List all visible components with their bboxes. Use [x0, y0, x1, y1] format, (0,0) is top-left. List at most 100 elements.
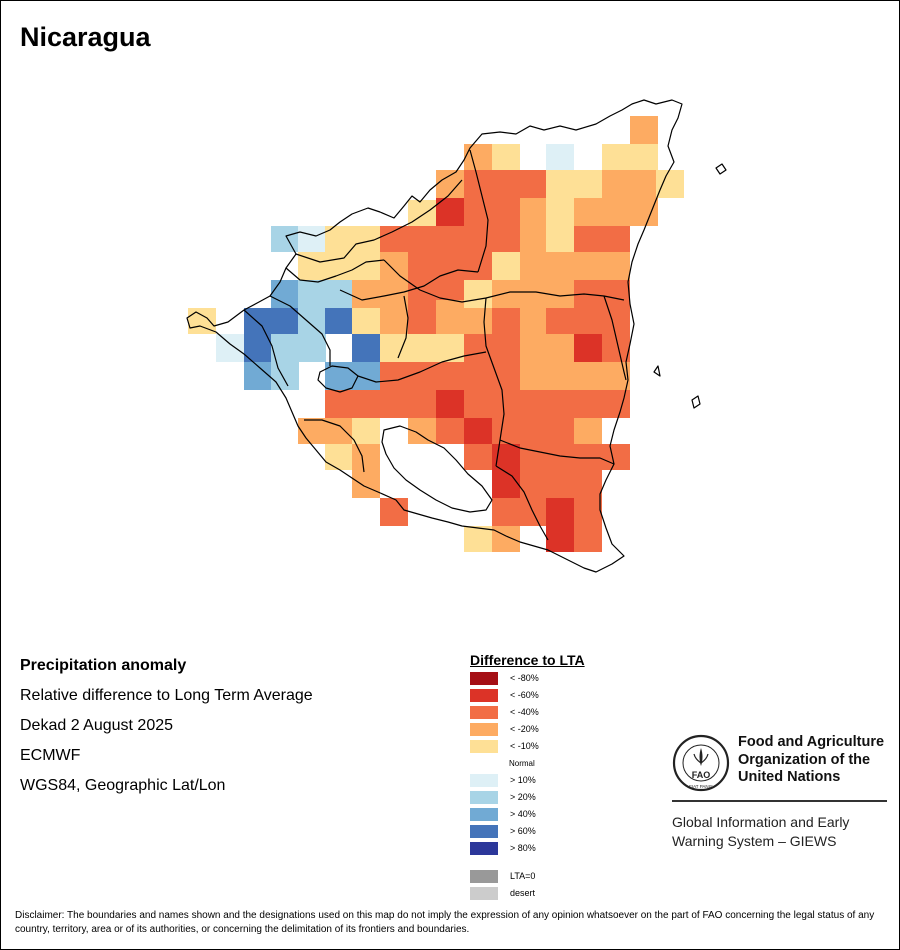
anomaly-cell [520, 198, 548, 226]
anomaly-cell [352, 390, 380, 418]
anomaly-cell [546, 144, 574, 170]
anomaly-cell [271, 226, 299, 252]
info-period: Dekad 2 August 2025 [20, 717, 174, 734]
legend-swatch [470, 773, 498, 787]
anomaly-cell [492, 498, 520, 526]
legend-swatch [470, 688, 498, 702]
dept-line [469, 149, 489, 273]
info-heading: Precipitation anomaly [20, 657, 187, 674]
anomaly-cell [380, 226, 408, 252]
legend-item: > 20% [470, 790, 536, 804]
lake-nicaragua [381, 425, 493, 513]
dept-line [495, 465, 549, 541]
anomaly-cell [602, 252, 630, 280]
giews-program-name: Global Information and Early Warning Sys… [672, 813, 849, 851]
legend-label: LTA=0 [510, 871, 536, 881]
legend-swatch [470, 807, 498, 821]
anomaly-cell [574, 170, 602, 198]
dept-line [499, 439, 615, 465]
anomaly-cell [492, 144, 520, 170]
anomaly-cell [492, 444, 520, 498]
legend-label: > 60% [510, 826, 536, 836]
anomaly-cell [298, 334, 326, 362]
anomaly-cell [436, 280, 464, 300]
anomaly-cell [464, 362, 492, 390]
anomaly-cell [574, 252, 602, 280]
legend-swatch [470, 869, 498, 883]
anomaly-cell [325, 390, 353, 418]
anomaly-cell [464, 334, 492, 362]
fao-organization-name: Food and Agriculture Organization of the… [738, 734, 884, 787]
dept-line [285, 259, 385, 283]
anomaly-cell [325, 444, 353, 470]
legend-title: Difference to LTA [470, 652, 585, 668]
anomaly-cell [216, 334, 244, 362]
anomaly-cell [436, 390, 464, 418]
anomaly-cell [630, 170, 658, 226]
anomaly-cell [602, 144, 630, 170]
legend-label: > 40% [510, 809, 536, 819]
anomaly-cell [352, 308, 380, 334]
legend-swatch [470, 824, 498, 838]
anomaly-cell [436, 226, 464, 280]
anomaly-cell [602, 226, 630, 252]
legend-swatch [470, 705, 498, 719]
anomaly-cell [574, 280, 602, 334]
anomaly-cell [352, 362, 380, 390]
legend-normal-label: Normal [509, 759, 535, 768]
legend-item: > 60% [470, 824, 536, 838]
anomaly-cell [546, 198, 574, 252]
anomaly-cell [408, 226, 436, 334]
anomaly-cell [520, 170, 548, 198]
precipitation-anomaly-map [186, 99, 727, 573]
anomaly-cell [464, 526, 492, 552]
dept-line [357, 351, 487, 383]
anomaly-cell [464, 418, 492, 444]
anomaly-cell [325, 252, 353, 280]
anomaly-cell [520, 362, 548, 390]
anomaly-cell [408, 390, 436, 418]
anomaly-cell [298, 226, 326, 252]
legend-item: < -20% [470, 722, 539, 736]
island [715, 163, 727, 175]
legend-item: > 10% [470, 773, 536, 787]
legend-item: < -10% [470, 739, 539, 753]
country-boundaries [186, 99, 727, 573]
anomaly-cell [436, 198, 464, 226]
legend-label: > 10% [510, 775, 536, 785]
legend-swatch [470, 722, 498, 736]
anomaly-cell [574, 418, 602, 444]
giews-line: Warning System – GIEWS [672, 833, 837, 849]
dept-line [383, 259, 625, 303]
info-source: ECMWF [20, 747, 81, 764]
legend-item: < -40% [470, 705, 539, 719]
fao-name-line: United Nations [738, 769, 841, 785]
anomaly-cell [380, 334, 408, 362]
anomaly-cell [352, 280, 380, 308]
anomaly-cell [464, 390, 492, 418]
anomaly-cell [630, 116, 658, 144]
dept-line [339, 269, 479, 301]
anomaly-cell [574, 226, 602, 252]
anomaly-cell [352, 334, 380, 362]
anomaly-cell [436, 300, 464, 334]
dept-line [483, 297, 505, 467]
lake-managua [317, 365, 359, 393]
anomaly-cell [380, 362, 408, 418]
anomaly-cell [602, 280, 630, 334]
anomaly-cell [464, 308, 492, 334]
dept-line [269, 295, 331, 366]
anomaly-grid [188, 116, 684, 552]
info-description: Relative difference to Long Term Average [20, 687, 313, 704]
legend-label: > 20% [510, 792, 536, 802]
anomaly-cell [436, 418, 464, 444]
legend-label: > 80% [510, 843, 536, 853]
anomaly-cell [574, 498, 602, 552]
anomaly-cell [602, 362, 630, 390]
anomaly-cell [602, 170, 630, 226]
anomaly-cell [602, 444, 630, 470]
legend-label: < -80% [510, 673, 539, 683]
legend-swatch [470, 790, 498, 804]
anomaly-cell [546, 308, 574, 334]
giews-line: Global Information and Early [672, 814, 850, 830]
